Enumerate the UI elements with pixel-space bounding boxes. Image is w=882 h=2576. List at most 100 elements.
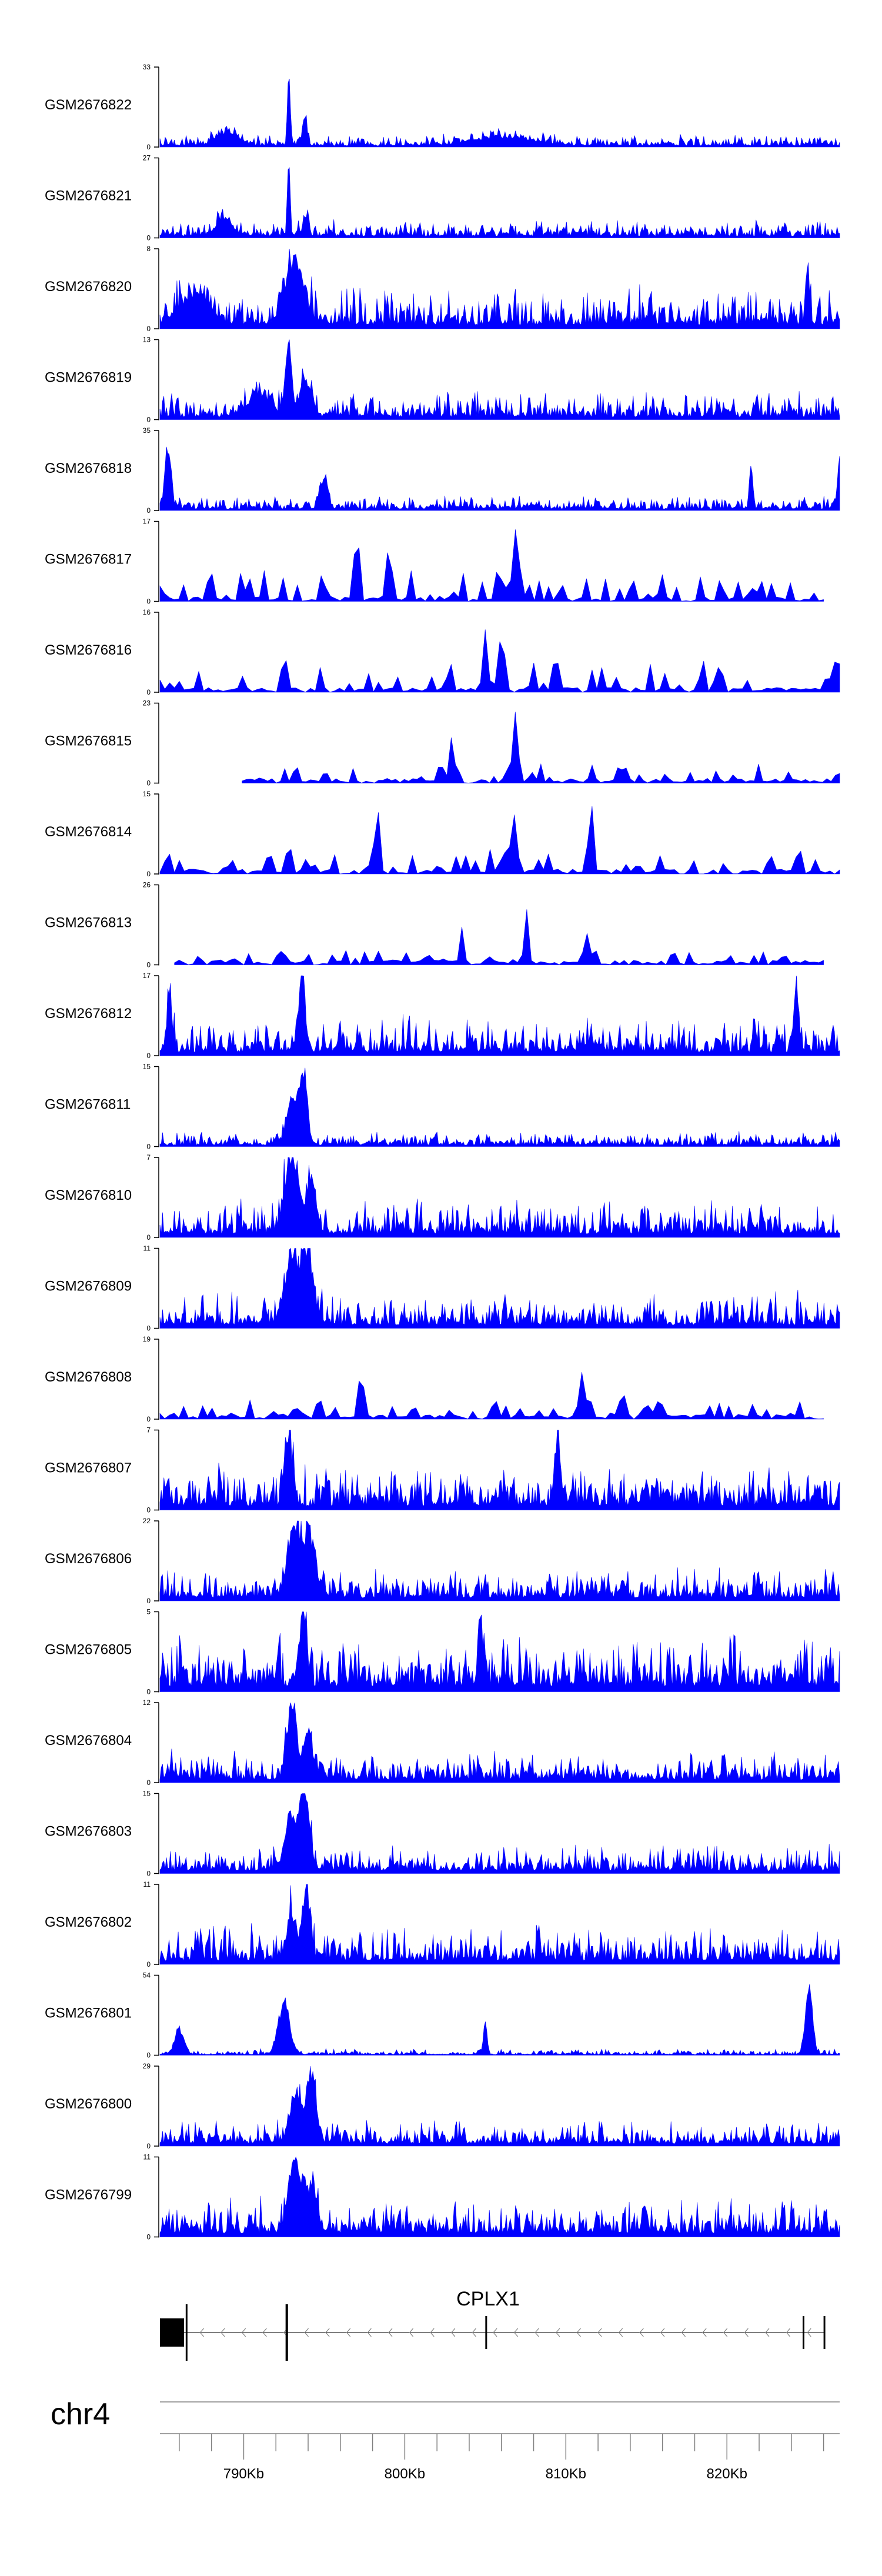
track-label: GSM2676806 [45, 1551, 132, 1567]
track-GSM2676809: GSM2676809 11 0 [45, 1244, 840, 1333]
y-min-label: 0 [146, 1415, 151, 1423]
coverage-area [159, 1430, 840, 1510]
coverage-area [159, 1793, 840, 1874]
strand-arrow [493, 2328, 497, 2337]
y-max-label: 13 [143, 336, 151, 344]
coverage-area [159, 1611, 840, 1692]
strand-arrow [451, 2328, 456, 2337]
track-label: GSM2676799 [45, 2187, 132, 2203]
strand-arrow [367, 2328, 372, 2337]
y-min-label: 0 [146, 143, 151, 151]
track-GSM2676799: GSM2676799 11 0 [45, 2153, 840, 2241]
track-label: GSM2676814 [45, 824, 132, 840]
y-min-label: 0 [146, 1688, 151, 1696]
y-min-label: 0 [146, 1960, 151, 1968]
track-GSM2676817: GSM2676817 17 0 [45, 518, 824, 606]
exon-block [485, 2316, 487, 2349]
exon-block [285, 2304, 288, 2361]
coverage-area [159, 1157, 840, 1238]
scale-label: 820Kb [707, 2466, 747, 2482]
coverage-area [159, 1372, 824, 1420]
coverage-area [159, 1520, 840, 1601]
track-GSM2676815: GSM2676815 23 0 [45, 699, 840, 788]
track-label: GSM2676807 [45, 1460, 132, 1476]
strand-arrow [534, 2328, 539, 2337]
y-max-label: 11 [143, 1244, 151, 1253]
y-max-label: 11 [143, 2153, 151, 2161]
strand-arrow [304, 2328, 309, 2337]
track-label: GSM2676800 [45, 2096, 132, 2112]
y-max-label: 22 [143, 1517, 151, 1525]
strand-arrow [472, 2328, 476, 2337]
strand-arrow [786, 2328, 791, 2337]
y-max-label: 11 [143, 1880, 151, 1888]
coverage-area [174, 909, 824, 965]
y-min-label: 0 [146, 779, 151, 788]
strand-arrow [660, 2328, 665, 2337]
y-max-label: 15 [143, 1063, 151, 1071]
track-GSM2676804: GSM2676804 12 0 [45, 1699, 840, 1787]
y-min-label: 0 [146, 1233, 151, 1242]
coverage-area [159, 167, 840, 238]
coverage-area [159, 446, 840, 511]
track-GSM2676807: GSM2676807 7 0 [45, 1426, 840, 1514]
coverage-area [159, 339, 840, 420]
track-label: GSM2676803 [45, 1824, 132, 1840]
coverage-area [159, 2156, 840, 2237]
track-label: GSM2676821 [45, 188, 132, 204]
strand-arrow [597, 2328, 602, 2337]
coverage-area [159, 975, 840, 1056]
strand-arrow [325, 2328, 330, 2337]
chromosome-label: chr4 [51, 2397, 110, 2431]
y-min-label: 0 [146, 1143, 151, 1151]
track-label: GSM2676817 [45, 552, 132, 568]
track-GSM2676821: GSM2676821 27 0 [45, 154, 840, 242]
track-GSM2676819: GSM2676819 13 0 [45, 336, 840, 424]
track-GSM2676806: GSM2676806 22 0 [45, 1517, 840, 1605]
strand-arrow [199, 2328, 204, 2337]
coverage-area [242, 712, 840, 783]
y-max-label: 54 [143, 1971, 151, 1980]
y-min-label: 0 [146, 2233, 151, 2241]
strand-arrow [807, 2328, 811, 2337]
track-label: GSM2676811 [45, 1097, 131, 1113]
track-GSM2676801: GSM2676801 54 0 [45, 1971, 840, 2060]
strand-arrow [556, 2328, 560, 2337]
coverage-area [159, 806, 840, 875]
y-min-label: 0 [146, 688, 151, 696]
exon-block [823, 2316, 826, 2349]
y-max-label: 7 [146, 1426, 151, 1434]
coverage-area [159, 1067, 840, 1147]
track-label: GSM2676820 [45, 279, 132, 295]
y-min-label: 0 [146, 325, 151, 333]
track-label: GSM2676813 [45, 915, 132, 931]
track-GSM2676810: GSM2676810 7 0 [45, 1153, 840, 1242]
y-min-label: 0 [146, 506, 151, 515]
track-label: GSM2676815 [45, 733, 132, 749]
y-max-label: 12 [143, 1699, 151, 1707]
track-GSM2676802: GSM2676802 11 0 [45, 1880, 840, 1968]
track-GSM2676822: GSM2676822 33 0 [45, 63, 840, 151]
y-max-label: 15 [143, 790, 151, 798]
track-GSM2676800: GSM2676800 29 0 [45, 2062, 840, 2150]
y-max-label: 16 [143, 608, 151, 616]
track-GSM2676814: GSM2676814 15 0 [45, 790, 840, 878]
track-label: GSM2676812 [45, 1006, 132, 1022]
y-max-label: 26 [143, 881, 151, 889]
y-max-label: 5 [146, 1608, 151, 1616]
track-label: GSM2676810 [45, 1187, 132, 1203]
track-GSM2676803: GSM2676803 15 0 [45, 1790, 840, 1878]
y-max-label: 17 [143, 518, 151, 526]
track-label: GSM2676802 [45, 1914, 132, 1930]
y-max-label: 15 [143, 1790, 151, 1798]
strand-arrow [765, 2328, 770, 2337]
track-label: GSM2676809 [45, 1279, 132, 1294]
y-max-label: 33 [143, 63, 151, 71]
y-min-label: 0 [146, 870, 151, 878]
coverage-tracks: GSM2676822330GSM2676821270GSM267682080GS… [45, 63, 840, 2241]
y-min-label: 0 [146, 1052, 151, 1060]
coverage-area [159, 78, 840, 148]
strand-arrow [430, 2328, 435, 2337]
y-min-label: 0 [146, 598, 151, 606]
